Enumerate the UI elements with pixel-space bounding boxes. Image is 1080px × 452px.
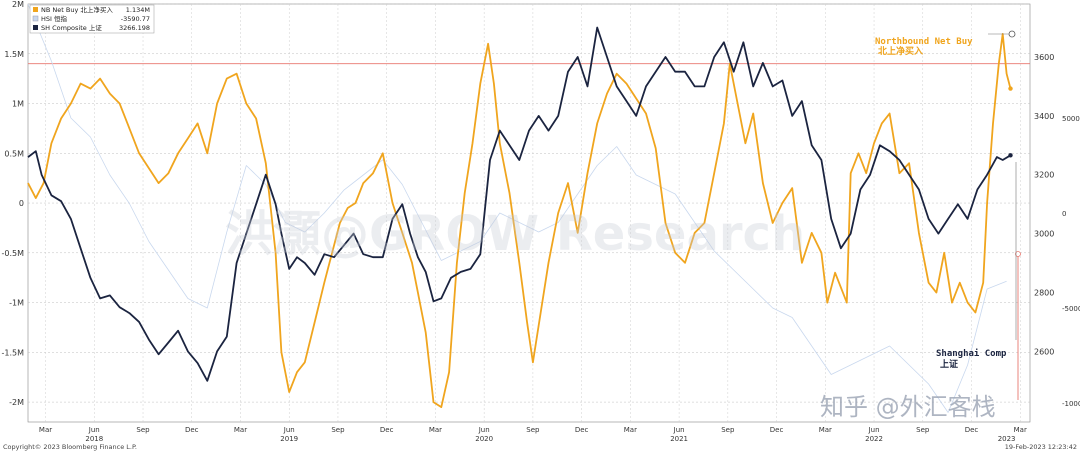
month-tick-label: Sep xyxy=(721,426,735,434)
left-tick-label: 1.5M xyxy=(4,50,24,59)
left-tick-label: -1.5M xyxy=(1,348,24,357)
month-tick-label: Dec xyxy=(185,426,199,434)
right-tick-label: 2800 xyxy=(1034,288,1054,297)
year-tick-label: 2020 xyxy=(475,435,493,443)
footer-copyright: Copyright© 2023 Bloomberg Finance L.P. xyxy=(3,443,137,451)
legend-box xyxy=(29,4,155,34)
month-tick-label: Jun xyxy=(478,426,490,434)
right-tick-label: 3000 xyxy=(1034,230,1054,239)
series-line-1 xyxy=(27,26,1011,382)
left-tick-label: -2M xyxy=(9,398,24,407)
annotation-marker-red xyxy=(1015,251,1021,257)
source-watermark: 知乎 @外汇客栈 xyxy=(820,393,996,421)
series-endpoint-0 xyxy=(1008,86,1013,91)
month-tick-label: Jun xyxy=(868,426,880,434)
month-tick-label: Mar xyxy=(1014,426,1027,434)
month-tick-label: Mar xyxy=(234,426,247,434)
year-tick-label: 2019 xyxy=(280,435,298,443)
month-tick-label: Mar xyxy=(39,426,52,434)
right-tick-label: 3600 xyxy=(1034,53,1054,62)
legend-label: HSI 恒指 xyxy=(41,14,67,23)
legend-swatch xyxy=(33,25,38,30)
legend-value: -3590.77 xyxy=(121,15,150,23)
year-tick-label: 2022 xyxy=(865,435,883,443)
right-tick-label: 2600 xyxy=(1034,347,1054,356)
hsi-tick-label: -5000 xyxy=(1062,305,1080,313)
year-tick-label: 2023 xyxy=(998,435,1016,443)
month-tick-label: Sep xyxy=(136,426,150,434)
annotation-northbound: Northbound Net Buy xyxy=(875,37,973,47)
month-tick-label: Dec xyxy=(770,426,784,434)
month-tick-label: Jun xyxy=(88,426,100,434)
annotation-shanghai: Shanghai Comp xyxy=(936,348,1007,359)
month-tick-label: Jun xyxy=(283,426,295,434)
legend-label: SH Composite 上证 xyxy=(41,23,102,32)
month-tick-label: Dec xyxy=(575,426,589,434)
series-line-0 xyxy=(27,33,1012,408)
legend-swatch xyxy=(33,7,38,12)
month-tick-label: Mar xyxy=(624,426,637,434)
legend-swatch xyxy=(32,15,39,22)
right-tick-label: 3400 xyxy=(1034,112,1054,121)
annotation-shanghai-sub: 上证 xyxy=(940,358,958,370)
axes: 2M 1.5M 1M 0.5M 0 -0.5M -1M -1.5M -2M 3600 3400 320… xyxy=(1,0,1080,443)
series-endpoint-1 xyxy=(1008,153,1013,158)
footer-timestamp: 19-Feb-2023 12:23:42 xyxy=(1005,443,1077,451)
series-layer xyxy=(27,3,1021,413)
hsi-tick-label: 5000 xyxy=(1062,115,1080,123)
watermark: 洪灝@GROW Research xyxy=(225,206,805,262)
month-tick-label: Dec xyxy=(380,426,394,434)
left-tick-label: 0.5M xyxy=(4,149,24,158)
month-tick-label: Sep xyxy=(331,426,345,434)
month-tick-label: Jun xyxy=(673,426,685,434)
left-tick-label: 0 xyxy=(19,199,24,208)
annotation-northbound-sub: 北上净买入 xyxy=(878,45,923,57)
left-tick-label: -0.5M xyxy=(1,249,24,258)
month-tick-label: Mar xyxy=(819,426,832,434)
hsi-tick-label: -10000 xyxy=(1062,400,1080,408)
legend-label: NB Net Buy 北上净买入 xyxy=(41,5,113,14)
month-tick-label: Sep xyxy=(916,426,930,434)
month-tick-label: Mar xyxy=(429,426,442,434)
left-tick-label: 2M xyxy=(12,0,24,9)
year-tick-label: 2021 xyxy=(670,435,688,443)
series-line-2 xyxy=(27,3,1007,413)
legend-value: 3266.198 xyxy=(119,24,150,32)
year-tick-label: 2018 xyxy=(85,435,103,443)
legend: NB Net Buy 北上净买入 1.134M HSI 恒指 -3590.77 SH C… xyxy=(29,4,155,34)
hsi-tick-label: 0 xyxy=(1062,210,1066,218)
right-tick-label: 3200 xyxy=(1034,171,1054,180)
month-tick-label: Sep xyxy=(526,426,540,434)
left-tick-label: 1M xyxy=(12,100,24,109)
left-tick-label: -1M xyxy=(9,299,24,308)
legend-value: 1.134M xyxy=(126,6,150,14)
month-tick-label: Dec xyxy=(965,426,979,434)
